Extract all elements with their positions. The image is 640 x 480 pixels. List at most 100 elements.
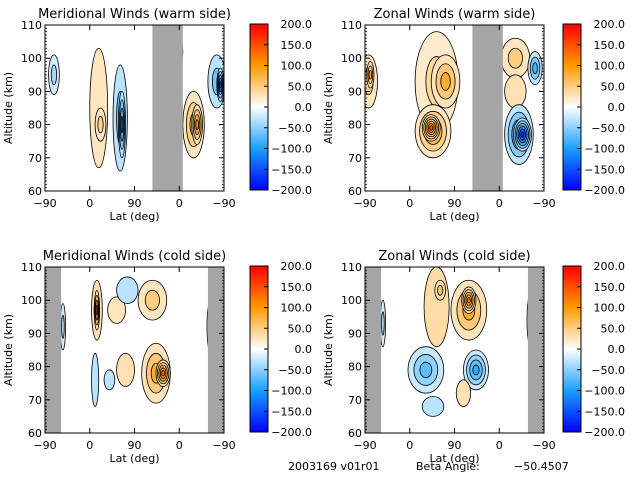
colorbar: 200.0 150.0 100.0 50.0 0.0 −50.0 −100.0 −150.0 −… xyxy=(249,18,313,197)
y-axis-label: Altitude (km) xyxy=(322,72,335,144)
colorbar-tick-label: 100.0 xyxy=(594,302,626,315)
beta-angle-label: Beta Angle: xyxy=(416,460,480,473)
colorbar-tick-label: 200.0 xyxy=(594,18,626,31)
y-tick-label: 60 xyxy=(28,185,42,198)
colorbar-tick-label: 0.0 xyxy=(295,101,313,114)
contour-region xyxy=(423,267,450,348)
colorbar-tick-label: −200.0 xyxy=(271,426,312,439)
chart-zonal-cold: 60 70 80 90 100 110 −90 0 90 0 −90 Zonal Winds (col… xyxy=(322,249,625,465)
y-tick-label: 90 xyxy=(28,85,42,98)
x-tick-label: −90 xyxy=(532,197,555,210)
contour-region xyxy=(421,396,445,417)
colorbar-tick-label: 0.0 xyxy=(608,343,626,356)
chart-title: Zonal Winds (warm side) xyxy=(374,7,536,22)
colorbar-tick-label: 150.0 xyxy=(594,39,626,52)
contour-region xyxy=(103,369,116,391)
contour-region xyxy=(368,69,372,80)
contour-region xyxy=(437,284,444,296)
contour-region xyxy=(195,119,199,130)
colorbar-tick-label: 150.0 xyxy=(281,39,313,52)
x-tick-label: −90 xyxy=(33,439,56,452)
colorbar-tick-label: 50.0 xyxy=(601,80,626,93)
x-axis-label: Lat (deg) xyxy=(430,210,480,223)
date-version-label: 2003169 v01r01 xyxy=(288,460,380,473)
y-tick-label: 80 xyxy=(348,361,362,374)
y-tick-label: 80 xyxy=(28,119,42,132)
contour-region xyxy=(120,115,124,134)
contour-region xyxy=(219,81,222,89)
colorbar-tick-label: −150.0 xyxy=(584,405,625,418)
y-tick-label: 100 xyxy=(21,294,42,307)
contour-region xyxy=(472,364,480,376)
no-data-band xyxy=(527,267,544,433)
x-tick-label: 0 xyxy=(496,197,503,210)
colorbar-tick-label: −100.0 xyxy=(271,385,312,398)
colorbar: 200.0 150.0 100.0 50.0 0.0 −50.0 −100.0 −150.0 −… xyxy=(562,18,626,197)
colorbar-tick-label: −200.0 xyxy=(584,184,625,197)
contour-region xyxy=(116,276,139,304)
colorbar-tick-label: −100.0 xyxy=(584,143,625,156)
x-tick-label: −90 xyxy=(212,197,235,210)
colorbar-tick-label: 150.0 xyxy=(594,281,626,294)
colorbar-tick-label: 50.0 xyxy=(601,322,626,335)
colorbar-tick-label: −100.0 xyxy=(584,385,625,398)
plot-area xyxy=(365,25,544,191)
plot-area xyxy=(45,267,224,433)
x-tick-label: 0 xyxy=(496,439,503,452)
contour-region xyxy=(504,74,527,109)
colorbar-tick-label: 100.0 xyxy=(281,60,313,73)
colorbar-tick-label: −100.0 xyxy=(271,143,312,156)
contour-region xyxy=(381,311,385,336)
contour-region xyxy=(116,352,135,387)
y-tick-label: 60 xyxy=(348,185,362,198)
y-tick-label: 110 xyxy=(21,19,42,32)
x-tick-label: −90 xyxy=(353,439,376,452)
x-tick-label: 0 xyxy=(86,197,93,210)
colorbar-tick-label: 200.0 xyxy=(594,260,626,273)
contour-region xyxy=(466,297,471,304)
x-tick-label: 0 xyxy=(86,439,93,452)
colorbar-tick-label: −50.0 xyxy=(591,122,625,135)
y-tick-label: 70 xyxy=(28,152,42,165)
y-tick-label: 110 xyxy=(21,261,42,274)
colorbar-tick-label: −150.0 xyxy=(271,163,312,176)
colorbar-tick-label: 150.0 xyxy=(281,281,313,294)
contour-region xyxy=(507,47,523,69)
plot-area xyxy=(365,267,544,433)
y-tick-label: 100 xyxy=(341,52,362,65)
colorbar-tick-label: −200.0 xyxy=(584,426,625,439)
x-axis-label: Lat (deg) xyxy=(430,452,480,465)
y-tick-label: 110 xyxy=(341,261,362,274)
x-tick-label: 0 xyxy=(406,197,413,210)
colorbar-tick-label: −150.0 xyxy=(584,163,625,176)
contour-region xyxy=(95,304,98,316)
y-tick-label: 70 xyxy=(348,394,362,407)
y-axis-label: Altitude (km) xyxy=(2,314,15,386)
chart-zonal-warm: 60 70 80 90 100 110 −90 0 90 0 −90 Zonal Winds (war… xyxy=(322,7,625,223)
y-tick-label: 70 xyxy=(348,152,362,165)
no-data-band xyxy=(207,267,224,433)
colorbar: 200.0 150.0 100.0 50.0 0.0 −50.0 −100.0 −150.0 −… xyxy=(249,260,313,439)
contour-region xyxy=(91,352,100,407)
y-tick-label: 90 xyxy=(28,327,42,340)
y-tick-label: 90 xyxy=(348,85,362,98)
colorbar-tick-label: 0.0 xyxy=(608,101,626,114)
contour-region xyxy=(50,64,58,86)
y-axis-label: Altitude (km) xyxy=(322,314,335,386)
y-tick-label: 80 xyxy=(28,361,42,374)
contour-region xyxy=(97,115,104,134)
x-tick-label: −90 xyxy=(33,197,56,210)
x-tick-label: 0 xyxy=(176,197,183,210)
beta-angle-value: −50.4507 xyxy=(514,460,569,473)
colorbar: 200.0 150.0 100.0 50.0 0.0 −50.0 −100.0 −150.0 −… xyxy=(562,260,626,439)
contour-region xyxy=(455,379,472,407)
contour-region xyxy=(61,314,65,339)
chart-title: Zonal Winds (cold side) xyxy=(378,249,530,264)
contour-region xyxy=(161,370,165,377)
colorbar-tick-label: 200.0 xyxy=(281,18,313,31)
plot-area xyxy=(45,25,224,191)
colorbar-tick-label: 200.0 xyxy=(281,260,313,273)
contour-region xyxy=(440,72,451,91)
y-tick-label: 110 xyxy=(341,19,362,32)
